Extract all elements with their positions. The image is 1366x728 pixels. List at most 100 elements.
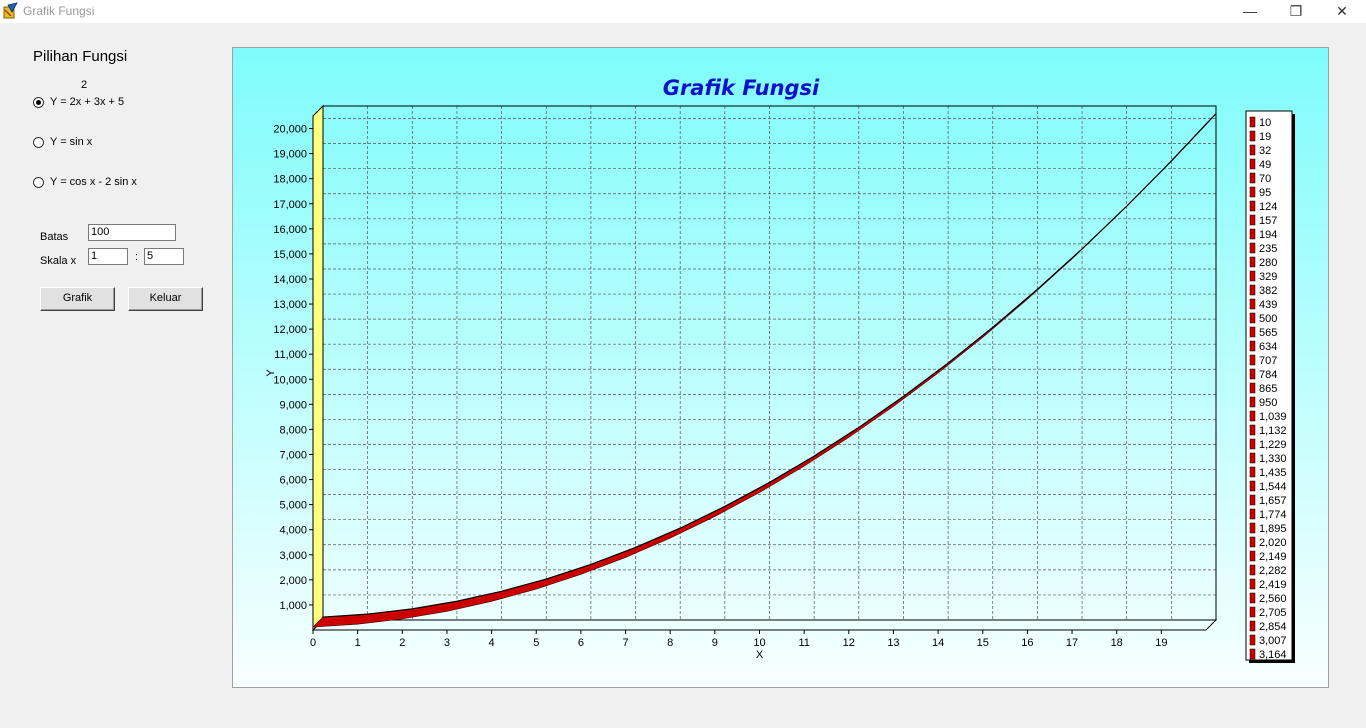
legend-entry: 707 [1259,355,1277,367]
skala-label: Skala x [40,255,77,267]
y-tick-label: 12,000 [273,324,307,336]
y-tick-label: 8,000 [279,424,307,436]
y-tick-label: 5,000 [279,500,307,512]
legend-marker [1249,466,1256,478]
legend-marker [1249,158,1256,170]
radio-cos-sin-label[interactable]: Y = cos x - 2 sin x [50,176,137,188]
y-tick-label: 7,000 [279,449,307,461]
legend-entry: 2,705 [1259,607,1287,619]
y-tick-label: 18,000 [273,174,307,186]
chart-panel: Grafik Fungsi 1,000 2,000 3,000 4,000 5,000 6,… [232,47,1329,688]
legend-entry: 1,774 [1259,509,1287,521]
series-line [322,113,1217,618]
legend-marker [1249,578,1256,590]
legend-marker [1249,354,1256,366]
y-tick-label: 4,000 [279,525,307,537]
legend-marker [1249,144,1256,156]
app-icon [3,2,18,19]
legend-marker [1249,284,1256,296]
x-axis-label: X [756,649,764,661]
x-tick-label: 6 [578,637,584,649]
legend-entry: 49 [1259,159,1271,171]
chart-background [233,48,1328,687]
legend-marker [1249,606,1256,618]
legend-entry: 2,282 [1259,565,1287,577]
x-tick-label: 14 [932,637,944,649]
legend-marker [1249,522,1256,534]
legend-entry: 1,330 [1259,453,1287,465]
exponent-label: 2 [81,79,88,91]
legend-entry: 124 [1259,201,1277,213]
radio-cos-sin[interactable] [33,177,44,188]
legend-marker [1249,508,1256,520]
legend-entry: 329 [1259,271,1277,283]
restore-button[interactable]: ❐ [1289,3,1303,19]
window-title: Grafik Fungsi [23,4,95,18]
legend-marker [1249,564,1256,576]
radio-sin-label[interactable]: Y = sin x [50,136,93,148]
legend-entry: 70 [1259,173,1271,185]
radio-quadratic-label[interactable]: Y = 2x + 3x + 5 [50,96,125,108]
legend-entry: 10 [1259,117,1271,129]
radio-sin[interactable] [33,137,44,148]
legend-entry: 32 [1259,145,1271,157]
skala-to-input[interactable]: 5 [144,248,184,265]
y-tick-label: 20,000 [273,124,307,136]
legend-marker [1249,480,1256,492]
legend-entry: 500 [1259,313,1277,325]
legend-entry: 2,854 [1259,621,1287,633]
x-tick-label: 2 [399,637,405,649]
legend-marker [1249,396,1256,408]
legend-entry: 235 [1259,243,1277,255]
legend-marker [1249,410,1256,422]
legend-marker [1249,340,1256,352]
legend-entry: 1,895 [1259,523,1287,535]
keluar-button[interactable]: Keluar [128,287,203,311]
x-tick-label: 4 [489,637,495,649]
minimize-button[interactable]: — [1243,3,1257,19]
y-tick-label: 17,000 [273,199,307,211]
skala-from-input[interactable]: 1 [88,248,128,265]
title-bar: Grafik Fungsi — ❐ ✕ [0,0,1366,23]
radio-quadratic[interactable] [33,97,44,108]
x-tick-label: 15 [977,637,989,649]
x-tick-label: 10 [753,637,765,649]
legend-marker [1249,172,1256,184]
legend-entry: 565 [1259,327,1277,339]
legend-entry: 2,149 [1259,551,1287,563]
legend-entry: 2,020 [1259,537,1287,549]
chart-svg: Grafik Fungsi 1,000 2,000 3,000 4,000 5,000 6,… [233,48,1328,687]
close-button[interactable]: ✕ [1336,3,1348,19]
x-tick-label: 13 [887,637,899,649]
legend-marker [1249,312,1256,324]
skala-separator: : [135,251,139,263]
batas-input[interactable]: 100 [88,224,176,241]
legend-entry: 2,560 [1259,593,1287,605]
legend-entry: 19 [1259,131,1271,143]
legend-entry: 950 [1259,397,1277,409]
legend-marker [1249,270,1256,282]
legend-marker [1249,186,1256,198]
legend-marker [1249,452,1256,464]
legend-entry: 439 [1259,299,1277,311]
legend-entry: 1,039 [1259,411,1287,423]
y-tick-label: 1,000 [279,600,307,612]
legend-marker [1249,550,1256,562]
function-choice-heading: Pilihan Fungsi [33,48,128,65]
legend-marker [1249,228,1256,240]
x-tick-label: 19 [1155,637,1167,649]
grafik-button[interactable]: Grafik [40,287,115,311]
legend-marker [1249,620,1256,632]
chart-left-wall [312,104,324,632]
legend-marker [1249,424,1256,436]
y-tick-label: 15,000 [273,249,307,261]
y-tick-label: 13,000 [273,299,307,311]
legend-marker [1249,438,1256,450]
legend-marker [1249,116,1256,128]
y-axis-label: Y [265,369,277,377]
legend-marker [1249,592,1256,604]
legend-entry: 3,164 [1259,649,1287,661]
legend-marker [1249,536,1256,548]
legend-entry: 3,007 [1259,635,1287,647]
legend-marker [1249,326,1256,338]
